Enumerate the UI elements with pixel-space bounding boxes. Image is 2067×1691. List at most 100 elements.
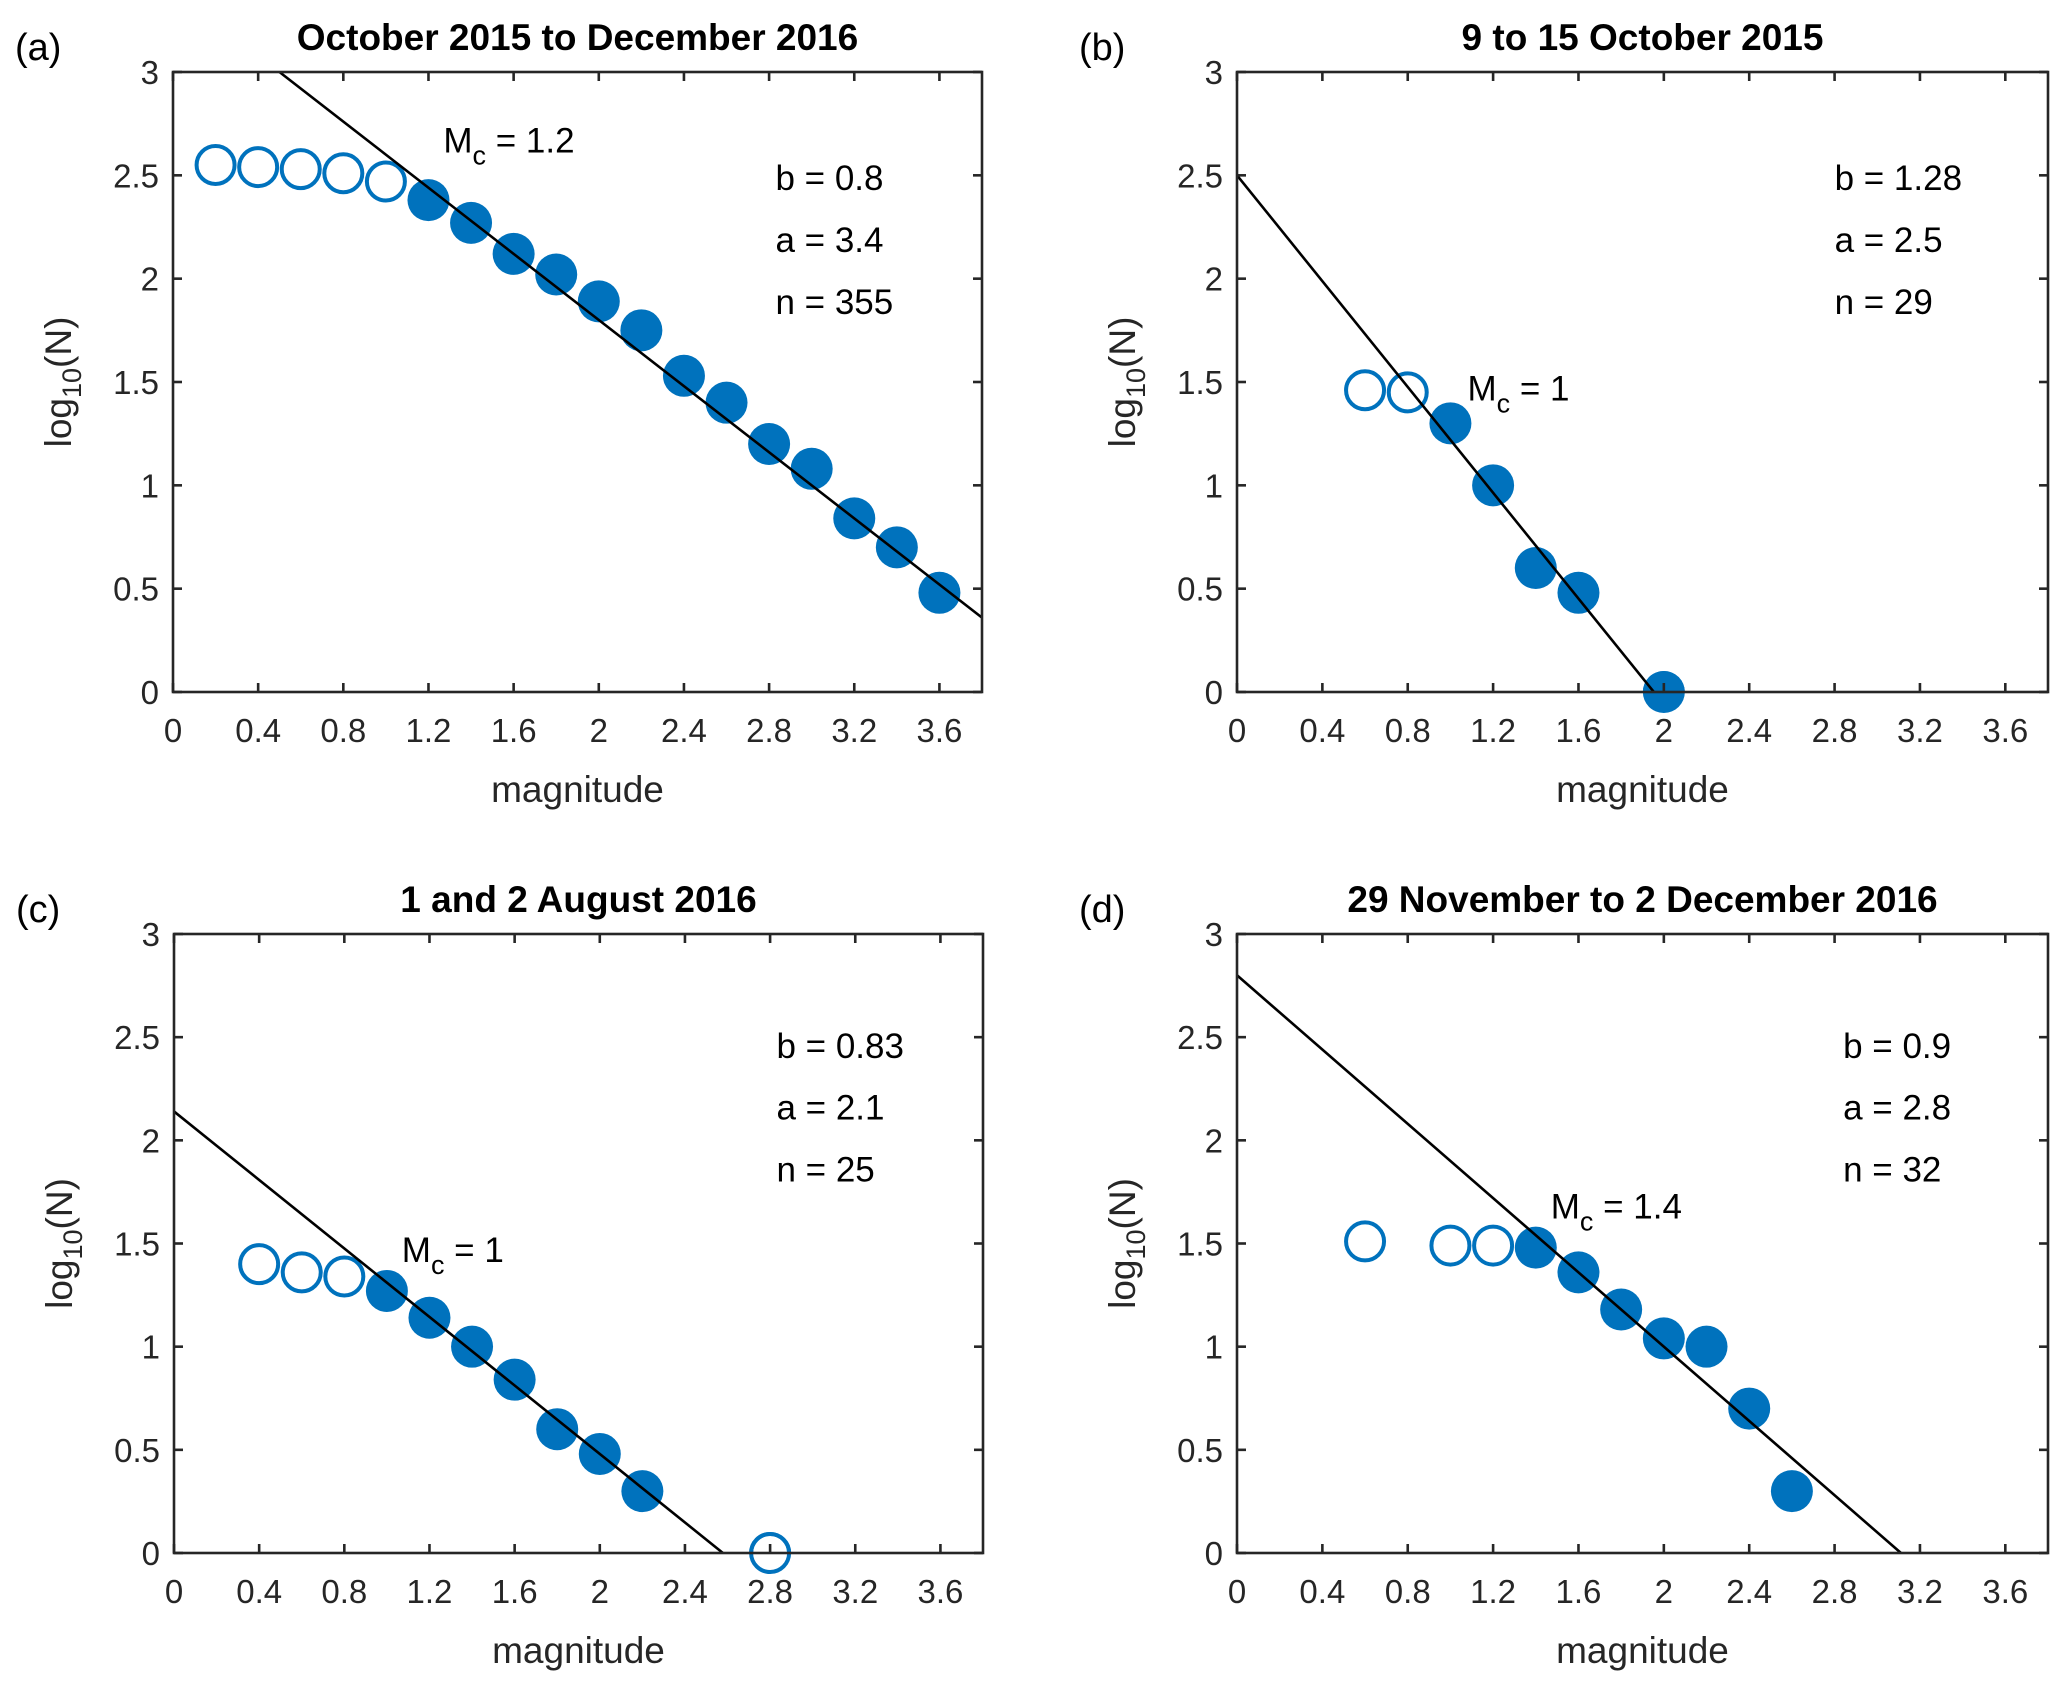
mc-main: M xyxy=(402,1231,431,1270)
y-tick-label: 3 xyxy=(1205,54,1223,91)
series-open xyxy=(1344,1220,1515,1267)
a-value-annotation: a = 2.5 xyxy=(1835,221,1943,260)
x-tick-label: 0.4 xyxy=(1299,712,1345,749)
fit-line xyxy=(1236,974,1902,1554)
x-tick-label: 0.8 xyxy=(1385,712,1431,749)
series-open xyxy=(1344,369,1429,414)
a-value-annotation: a = 2.1 xyxy=(776,1089,884,1128)
fit-line xyxy=(278,70,983,619)
y-tick-label: 2 xyxy=(1205,261,1223,298)
y-tick-label: 2.5 xyxy=(114,1019,160,1056)
panel-title: 9 to 15 October 2015 xyxy=(1462,17,1824,58)
data-point-filled xyxy=(1685,1325,1728,1368)
data-point-filled xyxy=(748,423,791,465)
mc-subscript: c xyxy=(1580,1207,1594,1237)
x-tick-label: 1.6 xyxy=(492,1573,538,1610)
y-tick-label: 0.5 xyxy=(113,571,159,608)
y-tick-label: 0 xyxy=(142,1535,160,1572)
data-point-filled xyxy=(1472,464,1515,507)
panel-c: (c) 1 and 2 August 2016 0 0.4 0.8 1.2 1.6 2 2.4 2… xyxy=(16,879,985,1671)
series-filled xyxy=(1429,402,1685,692)
x-tick-label: 3.2 xyxy=(832,1573,878,1610)
y-label-rest: (N) xyxy=(1102,317,1143,368)
y-tick-label: 1 xyxy=(1205,1329,1223,1366)
b-value-annotation: b = 0.8 xyxy=(775,159,883,198)
panel-b: (b) 9 to 15 October 2015 0 0.4 0.8 1.2 1.6 2 2.4… xyxy=(1079,17,2050,810)
x-tick-label: 2.4 xyxy=(1726,1573,1772,1610)
x-tick-label: 0.8 xyxy=(1385,1573,1431,1610)
x-tick-label: 0 xyxy=(165,1573,183,1610)
y-tick-label: 1.5 xyxy=(113,364,159,401)
x-tick-label: 0.4 xyxy=(236,1573,282,1610)
x-tick-label: 0.8 xyxy=(320,712,366,749)
data-point-open xyxy=(238,1243,281,1286)
x-tick-label: 2 xyxy=(1655,1573,1673,1610)
n-count-annotation: n = 355 xyxy=(775,283,893,322)
y-axis-label: log10(N) xyxy=(1102,317,1151,448)
fit-line xyxy=(1235,174,1655,693)
panel-d: (d) 29 November to 2 December 2016 0 0.4 0.8… xyxy=(1079,879,2050,1671)
data-point-filled xyxy=(536,1408,579,1451)
mc-value: = 1 xyxy=(1510,370,1569,409)
data-point-filled xyxy=(918,571,961,614)
data-point-filled xyxy=(1557,571,1600,614)
y-tick-label: 3 xyxy=(1205,916,1223,953)
x-tick-label: 2 xyxy=(1655,712,1673,749)
y-tick-label: 0 xyxy=(1205,1535,1223,1572)
series-filled xyxy=(407,179,961,614)
x-axis-label: magnitude xyxy=(1556,1630,1729,1671)
panel-title: 1 and 2 August 2016 xyxy=(400,879,756,920)
y-label-base: log xyxy=(39,1260,80,1309)
data-point-open xyxy=(280,1251,323,1294)
mc-annotation: Mc = 1.2 xyxy=(443,122,574,171)
y-tick-label: 1 xyxy=(141,467,159,504)
data-point-open xyxy=(322,152,365,195)
x-tick-label: 0 xyxy=(1228,1573,1246,1610)
mc-annotation: Mc = 1.4 xyxy=(1551,1188,1682,1237)
series-filled xyxy=(1514,1226,1813,1513)
mc-main: M xyxy=(443,122,472,161)
mc-subscript: c xyxy=(473,141,487,171)
data-point-open xyxy=(1429,1224,1472,1267)
panel-label: (b) xyxy=(1079,27,1125,69)
x-axis-label: magnitude xyxy=(1556,769,1729,810)
mc-annotation: Mc = 1 xyxy=(402,1231,504,1280)
panel-a: (a) October 2015 to December 2016 0 0.4 0.8 1… xyxy=(15,17,984,810)
x-tick-label: 1.6 xyxy=(1556,1573,1602,1610)
y-label-base: log xyxy=(1102,398,1143,447)
y-tick-label: 0.5 xyxy=(1177,571,1223,608)
data-point-open xyxy=(194,144,237,186)
y-tick-label: 2.5 xyxy=(1177,157,1223,194)
series-open xyxy=(238,1243,366,1298)
data-point-filled xyxy=(493,1358,536,1401)
fit-line xyxy=(173,1110,724,1555)
markers xyxy=(1344,1220,1813,1513)
mc-subscript: c xyxy=(1497,389,1511,419)
y-tick-label: 2 xyxy=(141,261,159,298)
y-tick-label: 1.5 xyxy=(1177,364,1223,401)
mc-annotation: Mc = 1 xyxy=(1467,370,1569,419)
panel-label: (a) xyxy=(15,27,61,69)
data-point-filled xyxy=(790,447,833,490)
x-tick-label: 0 xyxy=(164,712,182,749)
data-point-filled xyxy=(875,526,918,569)
x-tick-label: 1.2 xyxy=(1470,712,1516,749)
mc-value: = 1.2 xyxy=(486,122,575,161)
y-tick-label: 2.5 xyxy=(113,157,159,194)
mc-value: = 1 xyxy=(444,1231,503,1270)
data-point-filled xyxy=(662,354,705,397)
data-point-open xyxy=(1344,369,1387,412)
data-point-filled xyxy=(451,1325,494,1368)
x-tick-label: 2.4 xyxy=(1726,712,1772,749)
mc-value: = 1.4 xyxy=(1593,1188,1682,1227)
y-label-base: log xyxy=(1102,1260,1143,1309)
markers xyxy=(1344,369,1685,692)
y-label-base: log xyxy=(38,398,79,447)
data-point-open xyxy=(237,146,280,189)
data-point-open xyxy=(323,1255,366,1298)
y-tick-label: 2 xyxy=(142,1122,160,1159)
data-point-filled xyxy=(577,280,620,323)
data-point-filled xyxy=(1770,1470,1813,1513)
data-point-filled xyxy=(535,253,578,296)
